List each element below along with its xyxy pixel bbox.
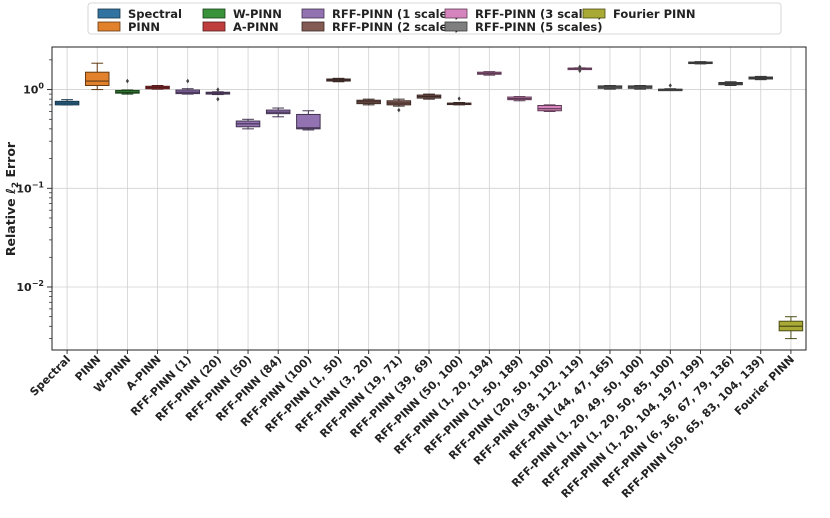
legend-label: RFF-PINN (1 scales) <box>332 7 459 21</box>
flier-point <box>216 87 220 92</box>
legend-swatch <box>444 21 468 32</box>
box-18 <box>597 84 623 90</box>
legend-frame <box>87 2 782 35</box>
box-19 <box>627 84 653 90</box>
flier-point <box>457 96 461 101</box>
box-4 <box>175 78 200 95</box>
flier-point <box>216 96 220 102</box>
legend-label: Fourier PINN <box>613 7 696 21</box>
box-23 <box>748 75 774 81</box>
box-22 <box>718 81 743 86</box>
box-11 <box>386 98 412 113</box>
grid-lines <box>52 47 806 350</box>
box-13 <box>446 96 472 106</box>
legend-label: A-PINN <box>233 20 279 34</box>
legend-swatch <box>301 21 325 32</box>
flier-point <box>125 78 129 84</box>
box-16 <box>537 104 562 112</box>
legend-label: PINN <box>128 20 160 34</box>
legend-label: RFF-PINN (3 scales) <box>475 7 602 21</box>
box-15 <box>507 96 532 102</box>
legend-swatch <box>97 21 121 32</box>
legend-swatch <box>202 21 226 32</box>
box-10 <box>356 98 381 106</box>
box-21 <box>688 61 713 65</box>
flier-point <box>578 64 582 70</box>
flier-point <box>668 83 672 88</box>
box-9 <box>326 77 351 83</box>
y-tick-label: 100 <box>23 82 44 97</box>
box-12 <box>416 93 442 100</box>
legend-swatch <box>301 8 325 19</box>
flier-point <box>397 107 401 113</box>
legend-swatch <box>97 8 121 19</box>
box-2 <box>115 78 140 95</box>
box-17 <box>567 64 593 74</box>
box-24 <box>778 316 804 340</box>
legend-swatch <box>202 8 226 19</box>
box-6 <box>235 118 261 130</box>
box-series <box>54 61 804 340</box>
box-0 <box>54 99 80 106</box>
box-body <box>84 71 110 86</box>
legend-label: RFF-PINN (2 scales) <box>332 20 459 34</box>
legend-label: Spectral <box>128 7 182 21</box>
y-axis-label: Relative ℓ2 Error <box>3 141 21 256</box>
box-14 <box>477 71 502 76</box>
box-3 <box>145 84 170 90</box>
legend-swatch <box>444 8 468 19</box>
box-8 <box>296 110 321 131</box>
box-body <box>296 113 321 130</box>
box-20 <box>658 83 683 92</box>
flier-point <box>578 68 582 74</box>
box-5 <box>205 87 231 102</box>
flier-point <box>186 78 190 84</box>
x-tick-label: Spectral <box>27 353 73 399</box>
y-tick-label: 10−1 <box>16 180 44 195</box>
box-7 <box>265 107 291 118</box>
legend-label: W-PINN <box>233 7 282 21</box>
box-1 <box>84 62 110 91</box>
y-tick-label: 10−2 <box>16 279 44 294</box>
legend-label: RFF-PINN (5 scales) <box>475 20 602 34</box>
legend-swatch <box>582 8 606 19</box>
